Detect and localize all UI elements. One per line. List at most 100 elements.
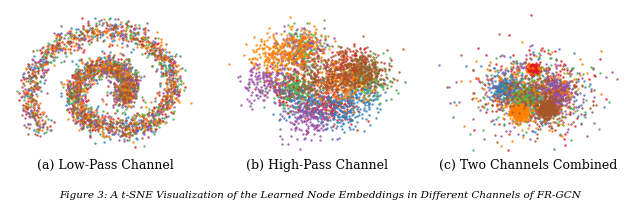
Point: [72, 99, 83, 102]
Point: [550, 120, 561, 123]
Point: [90, 68, 100, 71]
Point: [115, 86, 125, 89]
Point: [511, 114, 521, 117]
Point: [320, 59, 330, 62]
Point: [125, 36, 135, 39]
Point: [121, 63, 131, 66]
Point: [543, 111, 554, 114]
Point: [348, 72, 358, 75]
Point: [302, 69, 312, 72]
Point: [39, 53, 49, 56]
Point: [137, 126, 147, 130]
Point: [301, 42, 312, 45]
Point: [518, 98, 528, 102]
Point: [578, 101, 588, 104]
Point: [259, 81, 269, 84]
Point: [534, 85, 544, 89]
Point: [315, 115, 325, 118]
Point: [264, 79, 274, 83]
Point: [138, 124, 148, 128]
Point: [249, 98, 259, 101]
Point: [495, 79, 505, 82]
Point: [164, 68, 174, 71]
Point: [325, 82, 335, 85]
Point: [297, 59, 307, 62]
Point: [31, 112, 42, 115]
Point: [301, 44, 312, 47]
Point: [265, 72, 275, 75]
Point: [532, 79, 543, 82]
Point: [297, 49, 307, 52]
Point: [292, 51, 302, 55]
Point: [363, 65, 373, 68]
Point: [124, 24, 134, 27]
Point: [499, 88, 509, 91]
Point: [108, 121, 118, 124]
Point: [81, 104, 91, 107]
Point: [337, 97, 347, 100]
Point: [355, 108, 365, 111]
Point: [124, 81, 134, 84]
Point: [296, 60, 307, 63]
Point: [336, 99, 346, 102]
Point: [339, 110, 349, 113]
Point: [89, 64, 99, 67]
Point: [288, 56, 298, 59]
Point: [550, 106, 560, 110]
Point: [152, 53, 163, 56]
Point: [125, 24, 136, 28]
Point: [538, 95, 548, 99]
Point: [326, 91, 336, 94]
Point: [168, 76, 178, 80]
Point: [128, 83, 138, 87]
Point: [150, 50, 161, 53]
Point: [522, 94, 532, 97]
Point: [311, 111, 321, 114]
Point: [549, 96, 559, 99]
Point: [72, 75, 82, 78]
Point: [496, 89, 506, 92]
Point: [547, 112, 557, 115]
Point: [584, 77, 594, 80]
Point: [348, 65, 358, 69]
Point: [349, 91, 360, 94]
Point: [116, 92, 126, 95]
Point: [79, 75, 89, 79]
Point: [128, 37, 138, 40]
Point: [45, 119, 56, 122]
Point: [102, 111, 112, 114]
Point: [287, 56, 298, 59]
Point: [547, 107, 557, 110]
Point: [268, 80, 278, 84]
Point: [132, 128, 142, 132]
Point: [362, 69, 372, 72]
Point: [52, 44, 63, 47]
Point: [499, 84, 509, 88]
Point: [316, 138, 326, 141]
Point: [298, 75, 308, 79]
Point: [268, 61, 278, 64]
Point: [77, 60, 87, 64]
Point: [120, 29, 131, 33]
Point: [138, 35, 148, 39]
Point: [309, 87, 319, 91]
Point: [178, 81, 188, 84]
Point: [518, 115, 528, 119]
Point: [516, 63, 527, 66]
Point: [514, 89, 524, 92]
Point: [118, 73, 128, 77]
Point: [29, 128, 39, 132]
Point: [164, 80, 174, 83]
Point: [261, 71, 271, 74]
Point: [500, 91, 510, 94]
Point: [511, 114, 521, 118]
Point: [529, 71, 540, 74]
Point: [337, 58, 347, 62]
Point: [547, 103, 557, 107]
Point: [20, 92, 31, 95]
Point: [126, 37, 136, 40]
Point: [316, 114, 326, 117]
Point: [303, 72, 314, 75]
Point: [558, 80, 568, 83]
Point: [546, 95, 556, 98]
